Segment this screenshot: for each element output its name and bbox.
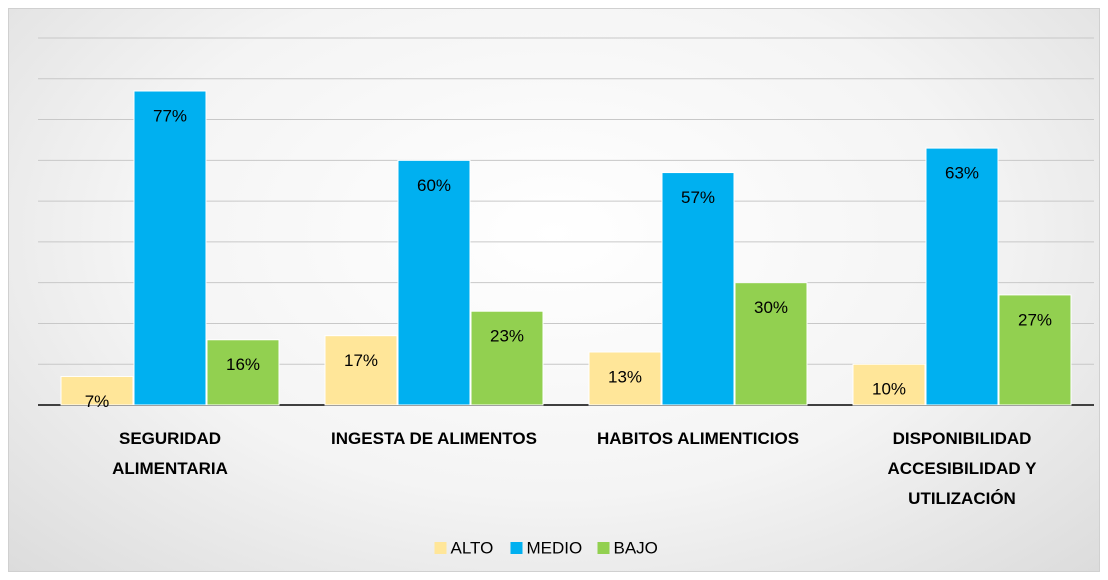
x-tick-label: INGESTA DE ALIMENTOS: [331, 429, 537, 448]
legend-label: BAJO: [614, 538, 658, 557]
bar: [60, 375, 134, 406]
bar: [734, 282, 808, 406]
bar: [588, 351, 662, 406]
bar: [133, 90, 207, 406]
legend-swatch: [510, 542, 523, 554]
bar: [925, 147, 999, 406]
legend-swatch: [434, 542, 447, 554]
data-label: 57%: [681, 188, 715, 207]
data-label: 10%: [872, 380, 906, 399]
data-label: 63%: [945, 164, 979, 183]
data-label: 30%: [754, 298, 788, 317]
data-label: 17%: [344, 351, 378, 370]
legend-label: ALTO: [451, 538, 494, 557]
bar: [470, 310, 544, 406]
bar: [998, 294, 1072, 406]
data-label: 23%: [490, 327, 524, 346]
data-label: 16%: [226, 355, 260, 374]
bar: [661, 172, 735, 406]
bar: [324, 335, 398, 406]
legend-swatch: [597, 542, 610, 554]
legend-label: MEDIO: [527, 538, 583, 557]
data-label: 77%: [153, 106, 187, 125]
x-tick-label: DISPONIBILIDAD ACCESIBILIDAD Y UTILIZACI…: [887, 429, 1037, 508]
bar: [206, 339, 280, 406]
x-tick-label: HABITOS ALIMENTICIOS: [596, 429, 800, 448]
bar: [397, 159, 471, 406]
data-label: 13%: [608, 367, 642, 386]
bar: [852, 363, 926, 406]
x-tick-label: SEGURIDAD ALIMENTARIA: [112, 429, 228, 478]
data-label: 7%: [85, 392, 110, 411]
data-label: 27%: [1018, 310, 1052, 329]
data-label: 60%: [417, 176, 451, 195]
